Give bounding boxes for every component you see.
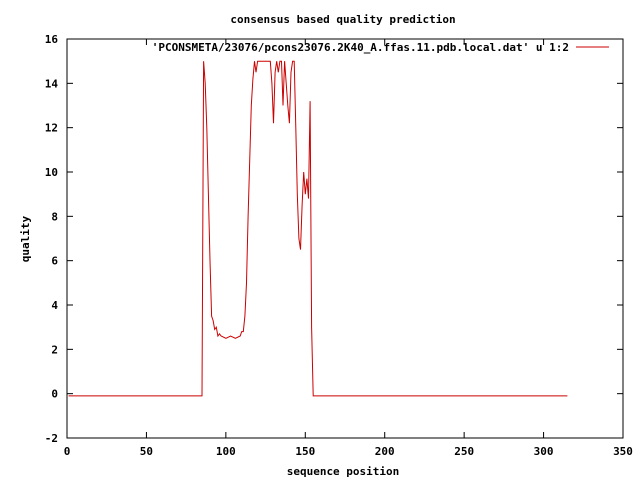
y-tick-label: -2 [45, 432, 58, 445]
x-tick-label: 300 [534, 445, 554, 458]
x-axis-label: sequence position [287, 465, 400, 478]
plot-frame [66, 38, 624, 439]
y-tick-label: 12 [45, 122, 58, 135]
x-tick-label: 250 [454, 445, 474, 458]
axis-ticks: 0 50 100 150 200 250 300 350 -2 0 2 4 6 8 10 12 14 16 [45, 33, 633, 458]
y-tick-label: 16 [45, 33, 59, 46]
x-tick-label: 200 [375, 445, 395, 458]
y-tick-label: 2 [51, 343, 58, 356]
x-tick-label: 150 [295, 445, 315, 458]
x-tick-label: 50 [140, 445, 153, 458]
x-tick-label: 100 [216, 445, 236, 458]
y-tick-label: 4 [51, 299, 58, 312]
y-tick-label: 14 [45, 77, 59, 90]
y-tick-label: 10 [45, 166, 58, 179]
legend: 'PCONSMETA/23076/pcons23076.2K40_A.ffas.… [152, 41, 609, 54]
chart-title: consensus based quality prediction [230, 13, 455, 26]
x-tick-label: 350 [613, 445, 633, 458]
y-tick-label: 6 [51, 255, 58, 268]
series-line [68, 60, 568, 397]
legend-label: 'PCONSMETA/23076/pcons23076.2K40_A.ffas.… [152, 41, 569, 54]
y-axis-label: quality [19, 215, 32, 262]
y-tick-label: 0 [51, 388, 58, 401]
y-tick-label: 8 [51, 210, 58, 223]
data-lines [68, 60, 568, 397]
x-tick-label: 0 [64, 445, 71, 458]
